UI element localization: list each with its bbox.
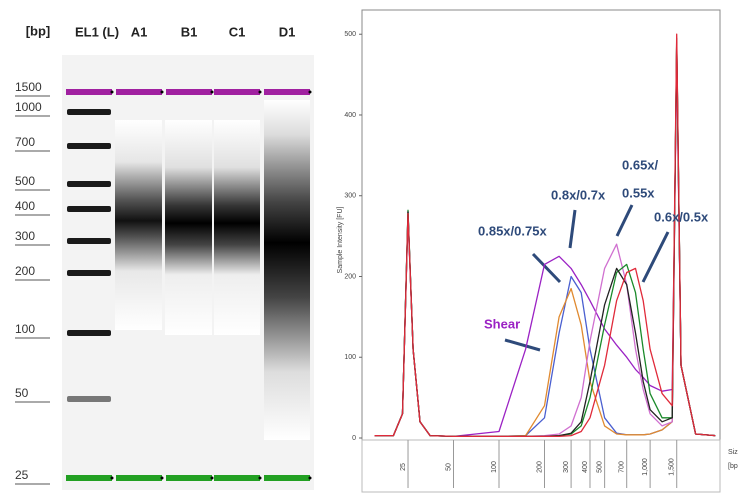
marker-dot — [309, 477, 312, 480]
y-tick-label: 500 — [344, 31, 356, 38]
gel-unit-label: [bp] — [26, 23, 51, 38]
ladder-band — [67, 109, 111, 115]
lane-smear — [165, 120, 212, 335]
ladder-band — [67, 143, 111, 149]
ladder-band — [67, 206, 111, 212]
annotation: 0.65x/ — [622, 157, 659, 172]
lane-label: B1 — [181, 24, 198, 39]
ladder-label: 1000 — [15, 100, 42, 114]
marker-dot — [259, 91, 262, 94]
lane-label: A1 — [131, 24, 148, 39]
annotation: 0.6x/0.5x — [654, 209, 709, 224]
annotation: 0.85x/0.75x — [478, 223, 547, 238]
y-tick-label: 300 — [344, 193, 356, 200]
y-tick-label: 0 — [352, 435, 356, 442]
x-tick-label: 100 — [491, 461, 498, 473]
lane-label: EL1 (L) — [75, 24, 119, 39]
lane-label: C1 — [229, 24, 246, 39]
annotation: Shear — [484, 316, 520, 331]
marker-band — [166, 89, 212, 95]
marker-dot — [111, 91, 114, 94]
marker-band — [116, 89, 162, 95]
marker-dot — [309, 91, 312, 94]
marker-dot — [161, 91, 164, 94]
lane-label: D1 — [279, 24, 296, 39]
ladder-label: 200 — [15, 264, 35, 278]
marker-band — [66, 475, 112, 481]
ladder-label: 1500 — [15, 80, 42, 94]
x-tick-label: 500 — [596, 461, 603, 473]
x-tick-label: 25 — [400, 463, 407, 471]
x-tick-label: 200 — [536, 461, 543, 473]
ladder-label: 25 — [15, 468, 29, 482]
y-tick-label: 100 — [344, 354, 356, 361]
ladder-label: 300 — [15, 229, 35, 243]
lane-smear — [214, 120, 260, 335]
y-axis-title: Sample Intensity [FU] — [337, 206, 344, 273]
gel-image: [bp] EL1 (L) A1 B1 C1 D1 1500 1000 700 500 400 300 2… — [15, 23, 314, 490]
lane-smear — [264, 100, 310, 440]
x-axis-unit: [bp — [728, 463, 738, 470]
marker-dot — [111, 477, 114, 480]
x-tick-label: 300 — [563, 461, 570, 473]
lane-smear — [115, 120, 162, 330]
marker-dot — [259, 477, 262, 480]
ladder-label: 100 — [15, 322, 35, 336]
marker-band — [66, 89, 112, 95]
ladder-label: 50 — [15, 386, 29, 400]
marker-dot — [161, 477, 164, 480]
annotation: 0.55x — [622, 185, 655, 200]
marker-dot — [211, 91, 214, 94]
marker-band — [166, 475, 212, 481]
marker-band — [116, 475, 162, 481]
ladder-label: 400 — [15, 199, 35, 213]
y-tick-label: 200 — [344, 273, 356, 280]
y-tick-label: 400 — [344, 112, 356, 119]
x-tick-label: 50 — [445, 463, 452, 471]
ladder-band — [67, 330, 111, 336]
marker-band — [214, 475, 260, 481]
figure: [bp]EL1 (L)A1B1C1D1150010007005004003002… — [0, 0, 740, 494]
ladder-band — [67, 396, 111, 402]
x-axis-title: Siz — [728, 449, 738, 456]
annotation: 0.8x/0.7x — [551, 187, 606, 202]
ladder-band — [67, 181, 111, 187]
marker-band — [214, 89, 260, 95]
marker-band — [264, 475, 310, 481]
ladder-label: 700 — [15, 135, 35, 149]
ladder-band — [67, 270, 111, 276]
x-tick-label: 1,500 — [669, 458, 676, 476]
ladder-label: 500 — [15, 174, 35, 188]
marker-dot — [211, 477, 214, 480]
x-tick-label: 400 — [582, 461, 589, 473]
ladder-band — [67, 238, 111, 244]
x-tick-label: 700 — [619, 461, 626, 473]
electropherogram: 0 100 200 300 400 500 Sample Intensity [FU] 25 5… — [337, 10, 738, 492]
marker-band — [264, 89, 310, 95]
x-tick-label: 1,000 — [642, 458, 649, 476]
